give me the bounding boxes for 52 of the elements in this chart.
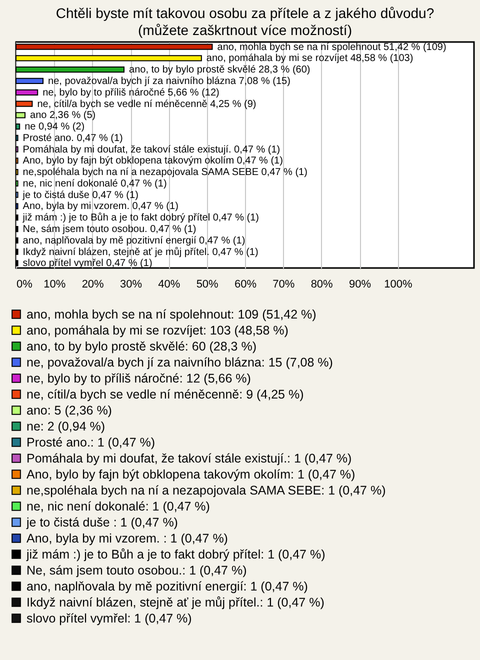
legend-label: Ikdyž naivní blázen, stejně ať je můj přítel.: 1 (0,47 %) [26,595,324,610]
x-tick-label: 50% [196,278,219,290]
legend-label: Ano, bylo by fajn být obklopena takovým okolím: 1 (0,47 %) [26,467,356,482]
x-tick-label: 10% [44,278,66,290]
data-label: ne, bylo by to příliš náročné 5,66 % (12) [42,87,220,98]
data-label: ano, mohla bych se na ní spolehnout 51,42 % (109) [217,42,446,53]
data-label: je to čistá duše 0,47 % (1) [22,190,138,201]
legend-label: ano, mohla bych se na ní spolehnout: 109 (51,42 %) [26,307,316,322]
data-label: Ne, sám jsem touto osobou. 0,47 % (1) [22,224,196,236]
data-label: slovo přítel vymřel 0,47 % (1) [22,258,152,270]
data-label: ne, považoval/a bych jí za naivního blázna 7,08 % (15) [48,76,290,87]
legend-label: je to čistá duše : 1 (0,47 %) [26,515,178,530]
data-label: Ano, bylo by fajn být obklopena takovým okolím 0,47 % (1) [22,156,283,167]
legend-label: Prosté ano.: 1 (0,47 %) [26,435,156,450]
legend-label: Ano, byla by mi vzorem. : 1 (0,47 %) [26,531,228,546]
legend-label: ne: 2 (0,94 %) [26,419,106,434]
legend-label: ano, to by bylo prostě skvělé: 60 (28,3 %) [26,339,256,354]
legend-label: ano, pomáhala by mi se rozvíjet: 103 (48,58 %) [26,323,288,338]
x-tick-label: 70% [272,278,295,290]
legend-label: ano, naplňovala by mě pozitivní energií: 1 (0,47 %) [26,579,308,594]
data-label: Ano, byla by mi vzorem. 0,47 % (1) [22,201,178,212]
legend-label: slovo přítel vymřel: 1 (0,47 %) [26,611,192,626]
x-tick-label: 100% [384,278,412,290]
legend-label: Pomáhala by mi doufat, že takoví stále existují.: 1 (0,47 %) [26,451,352,466]
data-label: ano, naplňovala by mě pozitivní energií 0,47 % (1) [22,235,246,246]
chart-title: Chtěli byste mít takovou osobu za přítele a z jakého důvodu? (můžete zaškrtnout více možností) [56,4,434,38]
x-tick-label: 60% [234,278,257,290]
data-label: již mám :) je to Bůh a je to fakt dobrý přítel 0,47 % (1) [22,212,260,224]
data-label: ano, to by bylo prostě skvělé 28,3 % (60) [129,64,310,76]
legend-label: ne, považoval/a bych jí za naivního blázna: 15 (7,08 %) [26,355,333,370]
data-label: ne, cítil/a bych se vedle ní méněcenně 4,25 % (9) [37,98,256,110]
data-label: Ikdyž naivní blázen, stejně ať je můj přítel. 0,47 % (1) [22,246,258,258]
data-label: ne,spoléhala bych na ní a nezapojovala SAMA SEBE 0,47 % (1) [22,167,308,178]
legend-label: již mám :) je to Bůh a je to fakt dobrý přítel: 1 (0,47 %) [26,547,326,562]
legend-label: ne,spoléhala bych na ní a nezapojovala SAMA SEBE: 1 (0,47 %) [26,483,386,498]
data-label: ne, nic není dokonalé 0,47 % (1) [22,178,167,190]
x-tick-label: 40% [158,278,180,290]
data-label: Pomáhala by mi doufat, že takoví stále existují. 0,47 % (1) [22,144,280,156]
data-label: ne 0,94 % (2) [24,122,85,133]
data-label: ano 2,36 % (5) [30,110,96,122]
data-label: ano, pomáhala by mi se rozvíjet 48,58 % (103) [206,53,414,64]
x-tick-label: 30% [120,278,142,290]
legend-label: Ne, sám jsem touto osobou.: 1 (0,47 %) [26,563,247,578]
x-tick-label: 0% [16,278,33,290]
legend-label: ne, cítil/a bych se vedle ní méněcenně: 9 (4,25 %) [26,387,304,402]
legend-label: ne, bylo by to příliš náročné: 12 (5,66 %) [26,371,251,386]
x-tick-label: 90% [348,278,372,290]
x-tick-label: 80% [310,278,334,290]
data-label: Prosté ano. 0,47 % (1) [22,132,123,144]
legend-label: ne, nic není dokonalé: 1 (0,47 %) [26,499,210,514]
legend-label: ano: 5 (2,36 %) [26,403,112,418]
x-tick-label: 20% [82,278,104,290]
